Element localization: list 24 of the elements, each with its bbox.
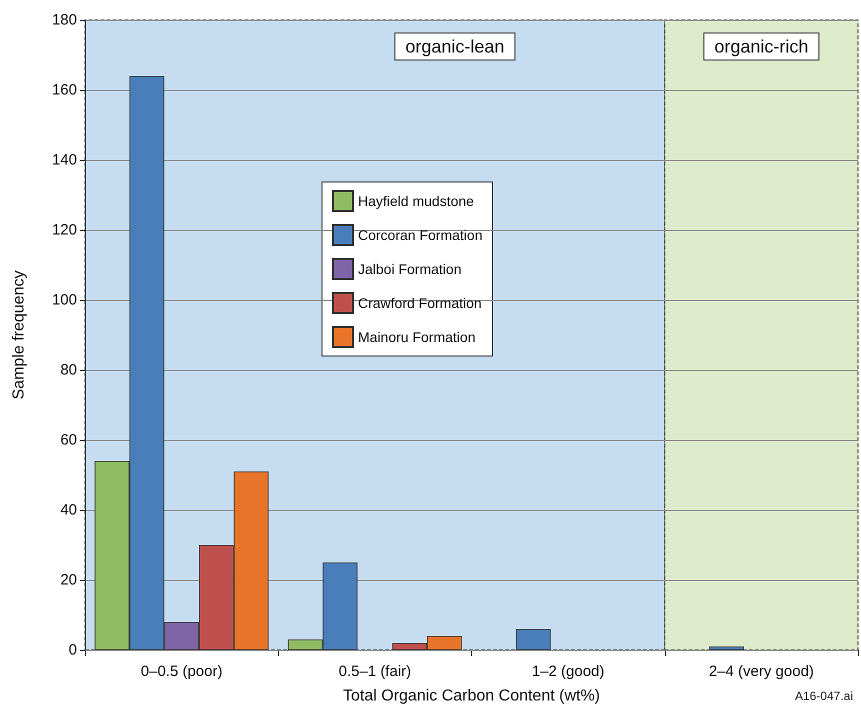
x-axis-title: Total Organic Carbon Content (wt%): [343, 688, 600, 704]
y-tick-label: 20: [60, 572, 77, 588]
x-tick-label: 1–2 (good): [532, 663, 604, 680]
y-tick-label: 80: [60, 362, 77, 378]
y-tick-label: 180: [52, 12, 77, 28]
legend-label: Corcoran Formation: [358, 227, 482, 243]
y-tick-label: 140: [52, 152, 77, 168]
x-tick-label: 0.5–1 (fair): [338, 663, 412, 680]
legend-label: Mainoru Formation: [358, 329, 476, 345]
x-tick-label: 0–0.5 (poor): [140, 663, 222, 680]
y-tick-label: 0: [68, 642, 77, 658]
legend-label: Crawford Formation: [358, 295, 482, 311]
y-tick-label: 40: [60, 502, 77, 518]
y-tick-label: 120: [52, 222, 77, 238]
y-axis-title: Sample frequency: [10, 270, 28, 400]
band-label: organic-lean: [405, 36, 504, 56]
legend-label: Hayfield mudstone: [358, 193, 474, 209]
y-tick-label: 160: [52, 82, 77, 98]
x-tick-label: 2–4 (very good): [708, 663, 814, 680]
band-label: organic-rich: [714, 36, 808, 56]
y-tick-label: 100: [52, 292, 77, 308]
y-tick-label: 60: [60, 432, 77, 448]
legend-label: Jalboi Formation: [358, 261, 462, 277]
text: A16-047.ai: [794, 689, 853, 703]
